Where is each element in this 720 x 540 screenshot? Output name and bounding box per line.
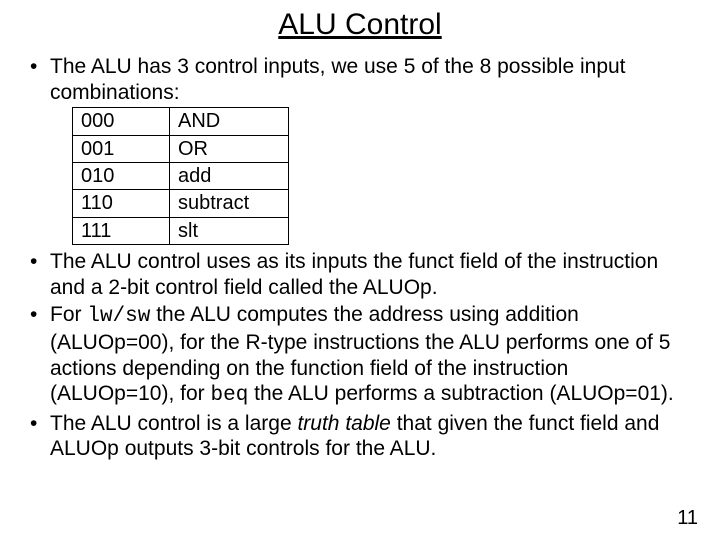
page-number: 11: [677, 507, 698, 530]
table-row: 010 add: [73, 163, 289, 190]
bullet-3-text-a: For: [50, 303, 87, 326]
bullet-3: For lw/sw the ALU computes the address u…: [28, 302, 692, 408]
slide: ALU Control The ALU has 3 control inputs…: [0, 0, 720, 462]
cell-code: 001: [73, 135, 170, 162]
cell-code: 010: [73, 163, 170, 190]
bullet-3-text-c: the ALU performs a subtraction (ALUOp=01…: [248, 382, 673, 405]
table-row: 110 subtract: [73, 190, 289, 217]
opcode-table: 000 AND 001 OR 010 add 110 subtract 111 …: [72, 107, 289, 245]
table-row: 001 OR: [73, 135, 289, 162]
slide-title: ALU Control: [28, 8, 692, 42]
cell-op: AND: [170, 108, 289, 135]
bullet-list-2: The ALU control uses as its inputs the f…: [28, 249, 692, 462]
bullet-2: The ALU control uses as its inputs the f…: [28, 249, 692, 300]
table-row: 000 AND: [73, 108, 289, 135]
bullet-list: The ALU has 3 control inputs, we use 5 o…: [28, 54, 692, 105]
bullet-1: The ALU has 3 control inputs, we use 5 o…: [28, 54, 692, 105]
bullet-1-text: The ALU has 3 control inputs, we use 5 o…: [50, 55, 626, 104]
cell-op: subtract: [170, 190, 289, 217]
code-beq: beq: [210, 384, 248, 407]
bullet-4: The ALU control is a large truth table t…: [28, 411, 692, 462]
opcode-table-wrap: 000 AND 001 OR 010 add 110 subtract 111 …: [72, 107, 692, 245]
cell-op: add: [170, 163, 289, 190]
cell-op: slt: [170, 217, 289, 244]
bullet-4-em: truth table: [297, 412, 390, 435]
bullet-2-text: The ALU control uses as its inputs the f…: [50, 250, 658, 299]
cell-code: 000: [73, 108, 170, 135]
table-row: 111 slt: [73, 217, 289, 244]
cell-op: OR: [170, 135, 289, 162]
cell-code: 111: [73, 217, 170, 244]
code-lwsw: lw/sw: [87, 305, 150, 328]
bullet-4-text-a: The ALU control is a large: [50, 412, 297, 435]
cell-code: 110: [73, 190, 170, 217]
